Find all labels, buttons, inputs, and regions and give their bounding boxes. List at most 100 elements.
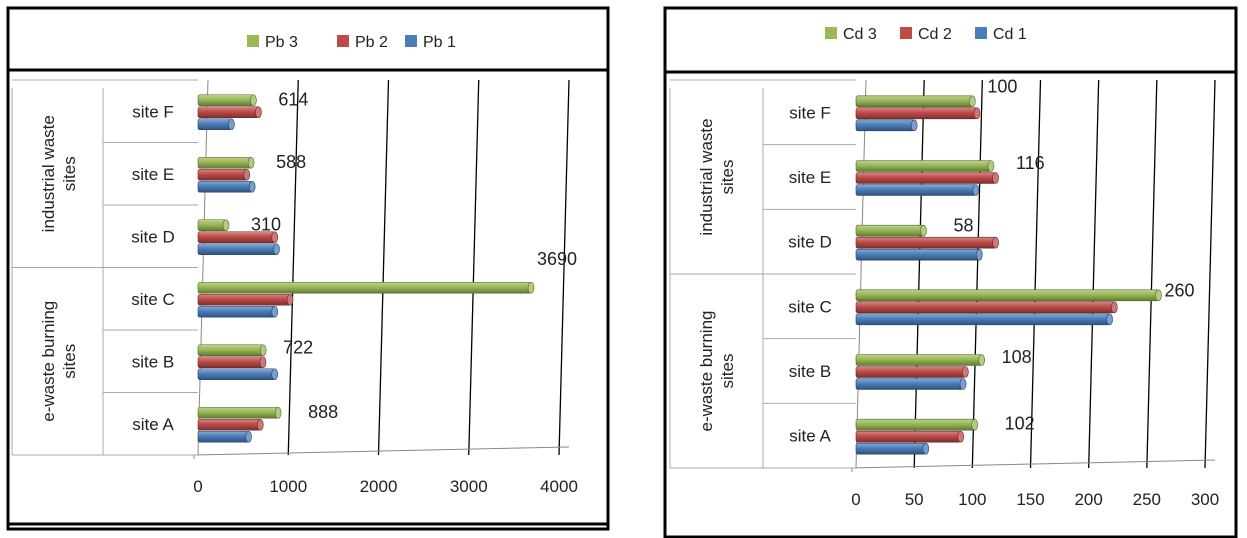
category-label-site-A: site A — [789, 427, 831, 446]
data-label-site-B: 722 — [283, 337, 313, 357]
x-tick-label: 50 — [905, 490, 924, 509]
bar-cap — [962, 366, 969, 378]
category-label-site-D: site D — [788, 233, 831, 252]
x-tick-label: 100 — [958, 490, 986, 509]
bar-pb-1-site-B — [197, 368, 276, 381]
bar-cap — [259, 344, 267, 357]
data-label-site-D: 58 — [953, 216, 973, 236]
bar-cap — [245, 430, 252, 443]
bar-cd-1-site-B — [855, 378, 964, 390]
bar-cd-2-site-C — [855, 301, 1115, 314]
legend-label-cd-2: Cd 2 — [918, 26, 952, 43]
bar-cap — [256, 418, 264, 431]
grid-line — [468, 79, 480, 456]
bar-cap — [969, 95, 976, 108]
bar-cap — [271, 368, 279, 381]
bar-cap — [273, 243, 280, 256]
legend-swatch-pb-1 — [405, 35, 417, 47]
data-label-site-E: 116 — [1016, 153, 1045, 173]
bar-pb-3-site-F — [197, 94, 254, 107]
bar-cap — [920, 224, 927, 237]
bar-cap — [274, 406, 282, 419]
grid-line — [1029, 79, 1042, 469]
bar-cap — [959, 378, 967, 390]
category-label-site-C: site C — [131, 290, 174, 309]
bar-cap — [222, 219, 230, 232]
bar-pb-2-site-E — [197, 168, 248, 181]
bar-cd-2-site-A — [855, 430, 961, 443]
bar-cap — [255, 106, 262, 119]
bar-cap — [992, 172, 999, 184]
bar-cap — [271, 305, 279, 318]
legend-swatch-cd-1 — [975, 27, 987, 39]
pb-frame — [6, 6, 610, 531]
x-tick-label: 300 — [1191, 490, 1219, 509]
pb-chart-panel: Pb 3 Pb 2 Pb 1 0 1000 2000 3000 4000 site A site … — [6, 6, 610, 531]
category-label-site-B: site B — [132, 352, 175, 371]
bar-cd-3-site-D — [855, 224, 924, 237]
x-tick-label: 250 — [1133, 490, 1161, 509]
bar-cd-2-site-F — [855, 107, 978, 120]
bar-cd-1-site-A — [855, 442, 927, 455]
x-tick-label: 0 — [851, 490, 860, 509]
bar-pb-3-site-A — [197, 406, 279, 419]
bar-pb-1-site-C — [197, 305, 276, 318]
legend-swatch-pb-3 — [247, 35, 259, 47]
bar-cap — [259, 356, 267, 369]
category-label-site-F: site F — [789, 103, 831, 122]
legend-label-cd-3: Cd 3 — [843, 26, 877, 43]
legend-label-pb-3: Pb 3 — [265, 34, 298, 51]
grid-line — [287, 79, 299, 456]
wall-left — [197, 79, 209, 456]
bar-cd-3-site-E — [855, 160, 992, 172]
x-tick-label: 200 — [1074, 490, 1102, 509]
bar-cd-3-site-C — [855, 289, 1159, 302]
bar-pb-2-site-C — [197, 293, 291, 306]
group-label: e-waste burning sites — [697, 311, 737, 432]
group-label: industrial waste sites — [697, 118, 737, 235]
bar-pb-1-site-E — [197, 180, 253, 193]
legend-swatch-cd-3 — [825, 27, 837, 39]
grid-line — [913, 79, 925, 469]
category-label-site-D: site D — [131, 227, 174, 246]
data-label-site-E: 588 — [276, 152, 306, 172]
bar-pb-1-site-F — [197, 118, 232, 131]
bar-cd-1-site-F — [855, 119, 915, 132]
bar-cd-3-site-F — [855, 95, 973, 108]
data-label-site-B: 108 — [1002, 347, 1032, 367]
wall-left — [855, 79, 867, 469]
bar-cap — [271, 231, 279, 244]
category-label-site-A: site A — [132, 415, 174, 434]
bar-cap — [992, 236, 999, 249]
bar-cap — [910, 119, 918, 132]
grid-line — [1146, 79, 1158, 469]
bar-cap — [243, 168, 251, 181]
grid-line — [558, 79, 570, 456]
group-label: industrial waste sites — [39, 115, 79, 232]
grid-line — [1088, 79, 1100, 469]
legend-label-pb-2: Pb 2 — [355, 34, 388, 51]
bar-cap — [973, 107, 981, 120]
bar-cap — [247, 156, 255, 169]
cd-frame — [663, 6, 1238, 538]
x-tick-label: 3000 — [450, 477, 488, 496]
data-label-site-A: 888 — [308, 402, 338, 422]
bar-cap — [228, 118, 235, 131]
bar-cd-1-site-C — [855, 313, 1110, 326]
floor-line — [851, 459, 1216, 469]
category-label-site-E: site E — [132, 165, 175, 184]
bar-cap — [286, 293, 294, 306]
bar-cap — [1106, 313, 1113, 326]
x-tick-label: 1000 — [269, 477, 307, 496]
cd-chart-panel: Cd 3 Cd 2 Cd 1 0 50 100 150 200 250 300 site A site… — [663, 6, 1238, 538]
bar-pb-3-site-E — [197, 156, 252, 169]
floor-line — [193, 446, 570, 456]
bar-cap — [922, 442, 930, 455]
bar-cap — [972, 184, 980, 196]
x-tick-label: 4000 — [540, 477, 578, 496]
bar-cap — [971, 418, 978, 431]
bar-cap — [527, 281, 535, 294]
x-tick-label: 150 — [1016, 490, 1044, 509]
legend-swatch-cd-2 — [900, 27, 912, 39]
grid-line — [377, 79, 390, 456]
